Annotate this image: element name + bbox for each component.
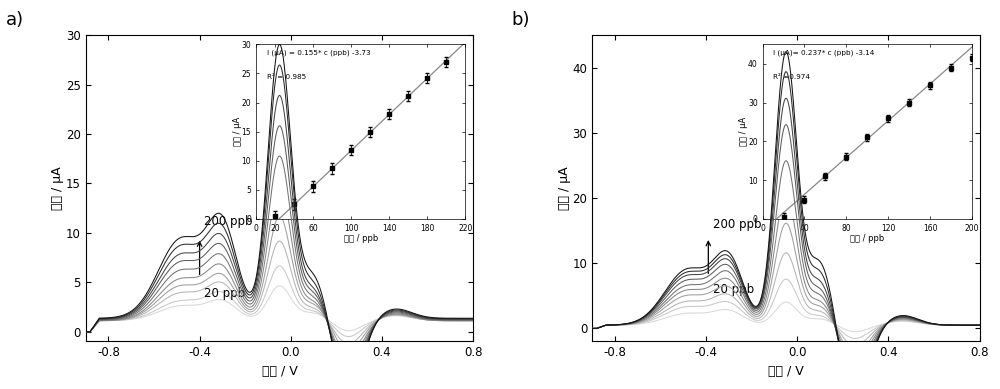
- Text: 20 ppb: 20 ppb: [713, 283, 754, 296]
- Y-axis label: 电流 / μA: 电流 / μA: [558, 166, 571, 210]
- Text: 200 ppb: 200 ppb: [713, 218, 761, 231]
- X-axis label: 电位 / V: 电位 / V: [262, 365, 297, 378]
- Y-axis label: 电流 / μA: 电流 / μA: [51, 166, 64, 210]
- Text: 200 ppb: 200 ppb: [204, 215, 253, 228]
- X-axis label: 电位 / V: 电位 / V: [768, 365, 804, 378]
- Text: b): b): [512, 11, 530, 29]
- Text: a): a): [5, 11, 24, 29]
- Text: 20 ppb: 20 ppb: [204, 287, 245, 300]
